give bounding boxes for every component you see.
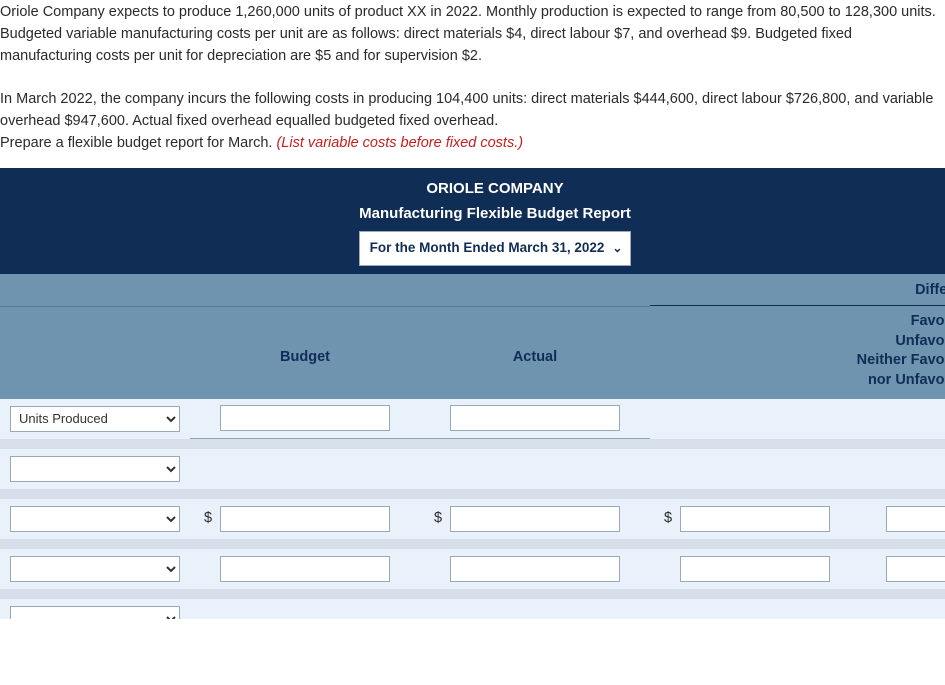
dollar-icon: $ (204, 508, 212, 530)
header-budget: Budget (190, 306, 420, 398)
fav-input[interactable] (886, 506, 945, 532)
row-dollar-line: $ $ $ (0, 499, 945, 539)
column-headers: Budget Actual Favourable Unfavourable Ne… (0, 306, 945, 398)
row-plain-line (0, 599, 945, 619)
period-dropdown[interactable]: For the Month Ended March 31, 2022 ⌄ (359, 231, 632, 265)
spacer-row (0, 589, 945, 599)
company-name: ORIOLE COMPANY (0, 178, 945, 201)
report-header: ORIOLE COMPANY Manufacturing Flexible Bu… (0, 168, 945, 273)
line-item-select[interactable] (10, 456, 180, 482)
dollar-icon: $ (664, 508, 672, 530)
budget-input[interactable] (220, 556, 390, 582)
header-fav-unfav: Favourable Unfavourable Neither Favourab… (650, 306, 945, 398)
header-blank (0, 306, 190, 398)
row-category (0, 449, 945, 489)
row-units-produced: Units Produced (0, 399, 945, 439)
paragraph-2: In March 2022, the company incurs the fo… (0, 89, 945, 133)
line-item-select[interactable] (10, 506, 180, 532)
actual-input[interactable] (450, 506, 620, 532)
period-label: For the Month Ended March 31, 2022 (370, 240, 605, 255)
diff-input[interactable] (680, 506, 830, 532)
line-item-select[interactable] (10, 606, 180, 619)
spacer-row (0, 539, 945, 549)
paragraph-1: Oriole Company expects to produce 1,260,… (0, 2, 945, 67)
spacer-row (0, 489, 945, 499)
line-item-select[interactable] (10, 556, 180, 582)
instruction-emphasis: (List variable costs before fixed costs.… (276, 135, 523, 151)
budget-input[interactable] (220, 506, 390, 532)
diff-input[interactable] (680, 556, 830, 582)
fav-input[interactable] (886, 556, 945, 582)
chevron-down-icon: ⌄ (612, 239, 622, 257)
header-actual: Actual (420, 306, 650, 398)
report-title: Manufacturing Flexible Budget Report (0, 203, 945, 226)
dollar-icon: $ (434, 508, 442, 530)
diff-label-row: Difference (0, 274, 945, 307)
instruction-lead: Prepare a flexible budget report for Mar… (0, 135, 276, 151)
budget-input[interactable] (220, 405, 390, 431)
budget-report: ORIOLE COMPANY Manufacturing Flexible Bu… (0, 168, 945, 618)
problem-statement: Oriole Company expects to produce 1,260,… (0, 0, 945, 154)
difference-heading: Difference (650, 274, 945, 307)
spacer-row (0, 439, 945, 449)
actual-input[interactable] (450, 556, 620, 582)
row-plain-line (0, 549, 945, 589)
instruction-line: Prepare a flexible budget report for Mar… (0, 133, 945, 155)
actual-input[interactable] (450, 405, 620, 431)
line-item-select[interactable]: Units Produced (10, 406, 180, 432)
